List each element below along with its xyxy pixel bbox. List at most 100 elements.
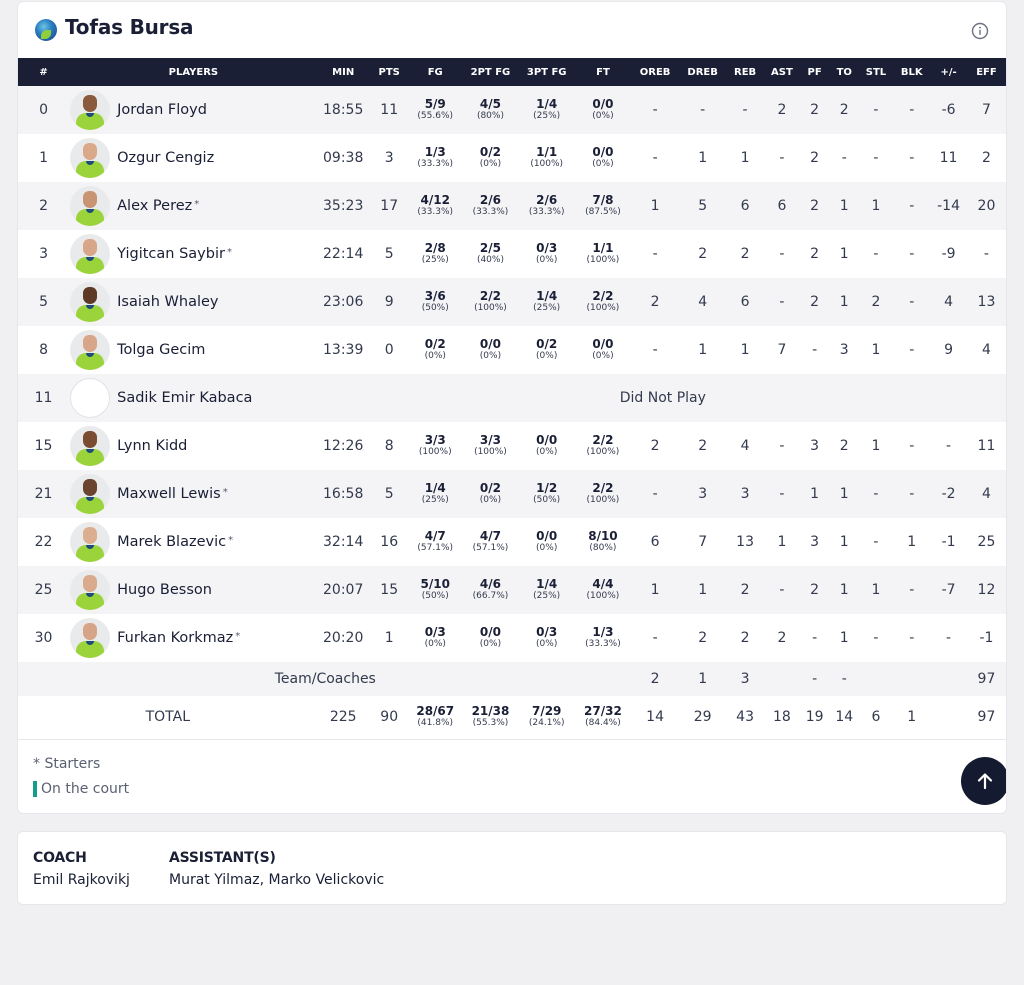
table-row[interactable]: 21 Maxwell Lewis * 16:58 5 1/4 (25%) 0/2 (0%) 1/2… <box>18 470 1006 518</box>
stat-fg-made: 3/3 <box>424 433 446 447</box>
stat-fg2-pct: (40%) <box>476 255 504 265</box>
stat-fg3-pct: (0%) <box>536 639 558 649</box>
team-stat-pf: - <box>812 671 818 687</box>
stat-fg3-pct: (0%) <box>536 543 558 553</box>
stat-fg3-pct: (100%) <box>530 159 564 169</box>
col-header-pm: +/- <box>932 58 965 86</box>
stat-fg2: 0/0 (0%) <box>461 326 520 374</box>
stat-to: 2 <box>839 438 849 454</box>
table-row[interactable]: 25 Hugo Besson 20:07 15 5/10 (50%) 4/6 (66.7%) 1… <box>18 566 1006 614</box>
table-row[interactable]: 11 Sadik Emir Kabaca Did Not Play <box>18 374 1006 422</box>
player-name-link[interactable]: Marek Blazevic * <box>117 534 233 550</box>
stat-fg3: 0/2 (0%) <box>520 326 573 374</box>
stat-pts: 3 <box>384 150 394 166</box>
stat-fg2-made: 0/2 <box>479 145 501 159</box>
stat-fg3-made: 0/3 <box>536 625 558 639</box>
stat-reb: 3 <box>740 486 750 502</box>
stat-min: 35:23 <box>323 198 364 214</box>
stat-fg2: 0/2 (0%) <box>461 470 520 518</box>
table-row[interactable]: 5 Isaiah Whaley 23:06 9 3/6 (50%) 2/2 (100%) 1/4… <box>18 278 1006 326</box>
stat-fg2-made: 2/2 <box>479 289 501 303</box>
stat-reb: 2 <box>740 582 750 598</box>
player-name-link[interactable]: Alex Perez * <box>117 198 199 214</box>
stat-stl: 2 <box>871 294 881 310</box>
stat-reb: - <box>742 102 748 118</box>
player-name-link[interactable]: Lynn Kidd <box>117 438 187 454</box>
team-name: Tofas Bursa <box>65 15 194 39</box>
stat-ft: 27/32 (84.4%) <box>573 696 633 740</box>
player-name-link[interactable]: Sadik Emir Kabaca <box>117 390 252 406</box>
table-row[interactable]: 0 Jordan Floyd 18:55 11 5/9 (55.6%) 4/5 (80%) 1/… <box>18 86 1006 134</box>
player-name-link[interactable]: Furkan Korkmaz * <box>117 630 240 646</box>
info-icon[interactable] <box>971 22 989 40</box>
stat-eff: -1 <box>979 630 994 646</box>
player-name-link[interactable]: Maxwell Lewis * <box>117 486 228 502</box>
table-row[interactable]: 2 Alex Perez * 35:23 17 4/12 (33.3%) 2/6 (33.3%)… <box>18 182 1006 230</box>
stat-fg3-made: 1/1 <box>536 145 558 159</box>
col-header-stl: STL <box>860 58 892 86</box>
jersey-number: 21 <box>34 486 53 502</box>
stat-stl: 1 <box>871 582 881 598</box>
stat-fg2-made: 0/2 <box>479 481 501 495</box>
stat-ft-pct: (80%) <box>589 543 617 553</box>
stat-ft-pct: (33.3%) <box>585 639 621 649</box>
stat-blk: - <box>909 486 915 502</box>
stat-dreb: 1 <box>698 342 708 358</box>
stat-pf: 3 <box>810 534 820 550</box>
total-dreb: 29 <box>677 696 728 740</box>
table-row[interactable]: 22 Marek Blazevic * 32:14 16 4/7 (57.1%) 4/7 (57… <box>18 518 1006 566</box>
stat-to: 1 <box>839 534 849 550</box>
table-row[interactable]: 30 Furkan Korkmaz * 20:20 1 0/3 (0%) 0/0 (0%) 0/3… <box>18 614 1006 662</box>
stat-to: - <box>841 150 847 166</box>
player-name-link[interactable]: Ozgur Cengiz <box>117 150 214 166</box>
player-name: Ozgur Cengiz <box>117 150 215 166</box>
stat-blk: - <box>909 246 915 262</box>
stat-fg3: 7/29 (24.1%) <box>520 696 574 740</box>
player-name-link[interactable]: Tolga Gecim <box>117 342 205 358</box>
stat-fg2-made: 0/0 <box>479 625 501 639</box>
table-row[interactable]: 15 Lynn Kidd 12:26 8 3/3 (100%) 3/3 (100%) 0/0 (0… <box>18 422 1006 470</box>
total-min: 225 <box>317 696 369 740</box>
stat-min: 18:55 <box>323 102 364 118</box>
stat-fg2-pct: (55.3%) <box>472 718 509 729</box>
player-cell: Hugo Besson <box>69 566 318 614</box>
player-name-link[interactable]: Isaiah Whaley <box>117 294 218 310</box>
player-name-link[interactable]: Yigitcan Saybir * <box>117 246 232 262</box>
stat-fg3: 0/3 (0%) <box>520 614 573 662</box>
col-header-num: # <box>18 58 70 86</box>
player-name-link[interactable]: Hugo Besson <box>117 582 212 598</box>
stat-ast: - <box>779 582 785 598</box>
player-cell: Furkan Korkmaz * <box>69 614 318 662</box>
stat-fg: 5/9 (55.6%) <box>410 86 461 134</box>
stat-ast: - <box>779 246 785 262</box>
table-row[interactable]: 3 Yigitcan Saybir * 22:14 5 2/8 (25%) 2/5 (40%) 0… <box>18 230 1006 278</box>
stat-ft-made: 2/2 <box>592 289 614 303</box>
table-row[interactable]: 8 Tolga Gecim 13:39 0 0/2 (0%) 0/0 (0%) 0/2 (0%) 0… <box>18 326 1006 374</box>
table-row[interactable]: 1 Ozgur Cengiz 09:38 3 1/3 (33.3%) 0/2 (0%) 1/1(… <box>18 134 1006 182</box>
col-header-min: MIN <box>317 58 369 86</box>
stat-dreb: 7 <box>698 534 708 550</box>
stat-fg2: 3/3 (100%) <box>461 422 520 470</box>
jersey-number: 15 <box>34 438 53 454</box>
stat-fg3-made: 7/29 <box>531 704 562 719</box>
stat-fg-made: 4/7 <box>424 529 446 543</box>
stat-eff: 4 <box>982 486 991 502</box>
player-cell: Tolga Gecim <box>69 326 318 374</box>
scroll-to-top-button[interactable] <box>961 757 1006 805</box>
col-header-oreb: OREB <box>632 58 678 86</box>
avatar <box>70 570 111 610</box>
player-name-link[interactable]: Jordan Floyd <box>117 102 207 118</box>
stat-ft-pct: (84.4%) <box>585 718 621 729</box>
stat-eff: - <box>983 246 989 262</box>
stat-ft: 4/4 (100%) <box>573 566 632 614</box>
stat-min: 09:38 <box>323 150 364 166</box>
jersey-number: 0 <box>39 102 49 118</box>
stat-ft-made: 8/10 <box>588 529 618 543</box>
stat-oreb: 2 <box>650 294 660 310</box>
stat-blk: - <box>909 198 915 214</box>
stat-eff: 20 <box>977 198 996 214</box>
player-name: Alex Perez <box>117 198 193 214</box>
total-pts: 90 <box>368 696 410 740</box>
stat-ast: 6 <box>777 198 787 214</box>
stat-ft-made: 7/8 <box>592 193 614 207</box>
